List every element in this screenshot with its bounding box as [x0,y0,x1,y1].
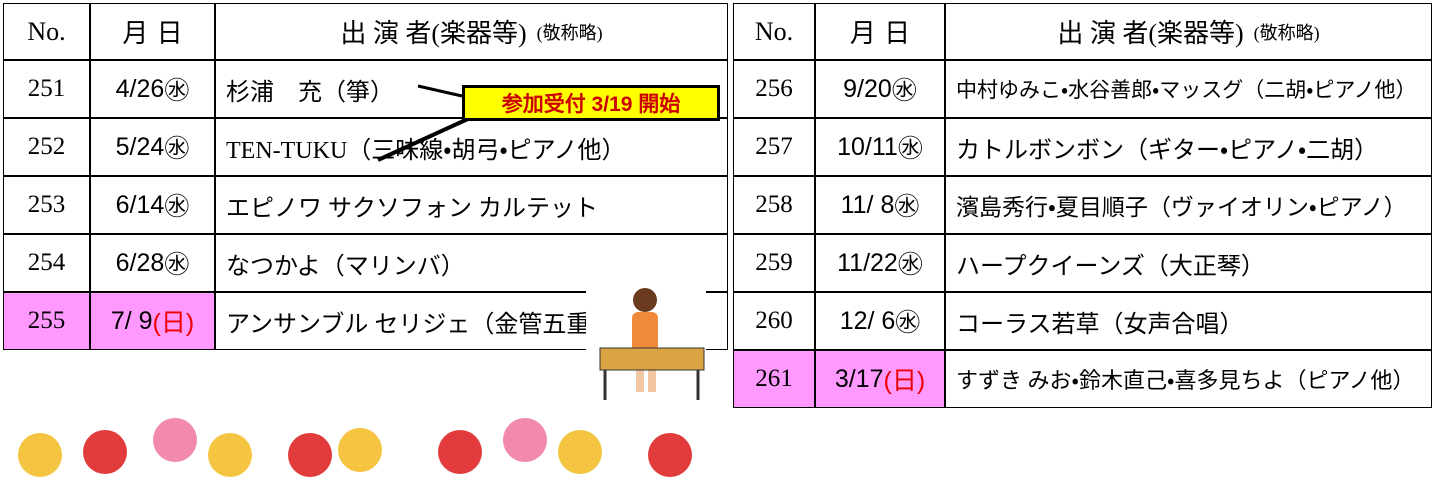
row-no: 253 [3,176,90,234]
row-performer: すずき みお・鈴木直己・喜多見ちよ（ピアノ他） [945,350,1432,408]
row-performer: 中村ゆみこ・水谷善郎・マッスグ（二胡・ピアノ他） [945,60,1432,118]
row-no: 251 [3,60,90,118]
date-text: 9/20 [843,74,892,103]
day-text: ㊌ [164,193,190,221]
row-date: 7/ 9 (日) [90,292,215,350]
row-performer: カトルボンボン（ギター・ピアノ・二胡） [945,118,1432,176]
tulips [18,418,692,477]
date-text: 5/24 [115,132,165,161]
row-date: 11/22 ㊌ [815,234,945,292]
header-no: No. [733,3,815,60]
row-performer: TEN-TUKU（三味線・胡弓・ピアノ他） [215,118,728,176]
date-text: 6/14 [115,190,165,219]
performer-text: エピノワ サクソフォン カルテット [226,195,598,222]
performer-text: なつかよ（マリンバ） [226,253,465,280]
performer-text: すずき みお・鈴木直己・喜多見ちよ（ピアノ他） [956,368,1415,393]
row-no: 260 [733,292,815,350]
row-no: 254 [3,234,90,292]
row-date: 6/28 ㊌ [90,234,215,292]
row-no: 259 [733,234,815,292]
row-no: 258 [733,176,815,234]
day-text: ㊌ [164,251,190,279]
header-performer: 出 演 者(楽器等) (敬称略) [945,3,1432,60]
date-text: 3/17 [834,364,884,393]
row-date: 11/ 8 ㊌ [815,176,945,234]
performer-text: ハープクイーンズ（大正琴） [956,253,1265,280]
row-performer: 濱島秀行・夏目順子（ヴァイオリン・ピアノ） [945,176,1432,234]
row-date: 3/17 (日) [815,350,945,408]
row-performer: エピノワ サクソフォン カルテット [215,176,728,234]
day-text: (日) [152,309,195,337]
header-no: No. [3,3,90,60]
day-text: ㊌ [897,135,923,163]
row-date: 10/11 ㊌ [815,118,945,176]
row-date: 5/24 ㊌ [90,118,215,176]
date-text: 4/26 [115,74,165,103]
date-text: 11/22 [837,248,898,277]
row-performer: ハープクイーンズ（大正琴） [945,234,1432,292]
date-text: 12/ 6 [839,306,896,335]
day-text: ㊌ [894,193,920,221]
performer-text: 杉浦 充（箏） [226,79,394,106]
header-performer-text: 出 演 者(楽器等) [340,19,527,48]
header-performer: 出 演 者(楽器等) (敬称略) [215,3,728,60]
row-date: 12/ 6 ㊌ [815,292,945,350]
header-note: (敬称略) [1253,22,1320,43]
day-text: ㊌ [164,77,190,105]
row-no: 256 [733,60,815,118]
row-no: 252 [3,118,90,176]
day-text: ㊌ [164,135,190,163]
header-note: (敬称略) [536,22,603,43]
day-text: ㊌ [891,77,917,105]
row-performer: アンサンブル セリジェ（金管五重奏） [215,292,728,350]
day-text: (日) [883,367,926,395]
performer-text: コーラス若草（女声合唱） [956,311,1244,338]
row-no: 261 [733,350,815,408]
header-date: 月 日 [815,3,945,60]
row-no: 255 [3,292,90,350]
performer-text: TEN-TUKU（三味線・胡弓・ピアノ他） [226,137,626,164]
performer-text: 濱島秀行・夏目順子（ヴァイオリン・ピアノ） [956,195,1407,220]
row-date: 4/26 ㊌ [90,60,215,118]
row-date: 6/14 ㊌ [90,176,215,234]
header-performer-text: 出 演 者(楽器等) [1057,19,1244,48]
row-no: 257 [733,118,815,176]
performer-text: 中村ゆみこ・水谷善郎・マッスグ（二胡・ピアノ他） [956,78,1417,102]
date-text: 11/ 8 [840,190,895,219]
performer-text: カトルボンボン（ギター・ピアノ・二胡） [956,137,1379,164]
callout: 参加受付 3/19 開始 [462,85,720,121]
day-text: ㊌ [895,309,921,337]
date-text: 6/28 [115,248,165,277]
row-performer: コーラス若草（女声合唱） [945,292,1432,350]
row-performer: なつかよ（マリンバ） [215,234,728,292]
date-text: 10/11 [837,132,898,161]
day-text: ㊌ [897,251,923,279]
performer-text: アンサンブル セリジェ（金管五重奏） [226,311,639,338]
row-date: 9/20 ㊌ [815,60,945,118]
header-date: 月 日 [90,3,215,60]
date-text: 7/ 9 [110,306,153,335]
